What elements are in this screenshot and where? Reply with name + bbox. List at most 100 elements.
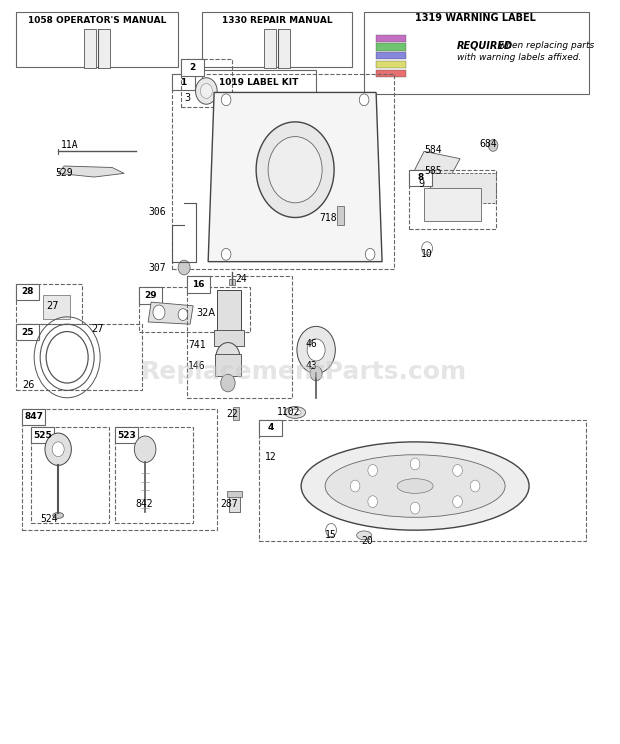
Text: 22: 22: [226, 409, 238, 419]
Circle shape: [221, 374, 235, 392]
Circle shape: [453, 496, 463, 507]
Text: 9: 9: [418, 179, 424, 190]
Text: 718: 718: [319, 213, 337, 222]
Ellipse shape: [53, 513, 64, 519]
Text: 1319 WARNING LABEL: 1319 WARNING LABEL: [415, 13, 536, 23]
Circle shape: [178, 309, 188, 321]
Text: 1: 1: [180, 77, 187, 86]
Bar: [172, 74, 394, 269]
Circle shape: [410, 502, 420, 514]
Text: 32A: 32A: [196, 308, 215, 318]
Circle shape: [178, 260, 190, 275]
Text: 27: 27: [46, 301, 59, 311]
Text: 525: 525: [33, 431, 52, 440]
Bar: [259, 420, 282, 436]
Text: 12: 12: [265, 452, 277, 461]
Bar: [16, 11, 178, 67]
Circle shape: [453, 464, 463, 476]
Bar: [181, 60, 204, 76]
Bar: [215, 353, 241, 376]
Circle shape: [195, 77, 217, 104]
Bar: [376, 52, 405, 60]
Text: 25: 25: [21, 328, 34, 337]
Text: 3: 3: [184, 92, 190, 103]
Text: 20: 20: [361, 536, 373, 546]
Circle shape: [365, 248, 375, 260]
Bar: [202, 11, 352, 67]
Bar: [228, 491, 242, 497]
Bar: [229, 279, 235, 285]
Text: 27: 27: [91, 324, 104, 334]
Circle shape: [410, 458, 420, 470]
Bar: [424, 188, 481, 221]
Text: 287: 287: [220, 499, 237, 510]
Text: 8: 8: [417, 173, 423, 182]
Text: 1330 REPAIR MANUAL: 1330 REPAIR MANUAL: [222, 16, 332, 25]
Bar: [16, 283, 39, 300]
Text: 842: 842: [135, 499, 153, 510]
Bar: [139, 287, 250, 332]
Text: 16: 16: [192, 280, 205, 289]
Bar: [16, 283, 82, 324]
Text: 24: 24: [235, 274, 247, 283]
Circle shape: [52, 442, 64, 457]
Circle shape: [45, 433, 71, 466]
Text: with warning labels affixed.: with warning labels affixed.: [457, 54, 582, 62]
Bar: [172, 74, 195, 90]
Bar: [187, 276, 292, 398]
Ellipse shape: [285, 406, 306, 418]
Bar: [31, 427, 54, 443]
Bar: [409, 170, 496, 228]
Bar: [278, 29, 290, 68]
Bar: [31, 427, 109, 523]
Text: 585: 585: [424, 166, 441, 176]
Bar: [364, 11, 589, 94]
Circle shape: [350, 480, 360, 492]
Text: 307: 307: [148, 263, 166, 272]
Bar: [376, 70, 405, 77]
Text: 684: 684: [479, 139, 497, 149]
Bar: [43, 295, 70, 319]
Bar: [139, 287, 162, 304]
Bar: [22, 408, 45, 425]
Bar: [229, 496, 240, 512]
Circle shape: [471, 480, 480, 492]
Text: 1019 LABEL KIT: 1019 LABEL KIT: [219, 77, 299, 86]
Text: when replacing parts: when replacing parts: [496, 41, 595, 50]
Circle shape: [135, 436, 156, 463]
Text: 4: 4: [267, 423, 273, 432]
Text: 741: 741: [188, 340, 206, 350]
Text: 46: 46: [305, 339, 317, 349]
Text: 26: 26: [22, 379, 35, 390]
Ellipse shape: [301, 442, 529, 530]
Text: 2: 2: [190, 63, 196, 72]
Bar: [264, 29, 276, 68]
Bar: [16, 324, 142, 391]
Bar: [337, 207, 344, 225]
Bar: [376, 43, 405, 51]
Polygon shape: [430, 173, 496, 203]
Ellipse shape: [356, 531, 371, 539]
Bar: [187, 276, 210, 292]
Circle shape: [368, 464, 378, 476]
Polygon shape: [412, 151, 460, 181]
Text: 43: 43: [305, 361, 317, 371]
Polygon shape: [58, 166, 124, 177]
Ellipse shape: [325, 455, 505, 517]
Text: 11A: 11A: [61, 141, 79, 150]
Text: 146: 146: [188, 361, 206, 371]
Text: 529: 529: [55, 168, 73, 179]
Circle shape: [489, 140, 498, 151]
Polygon shape: [208, 92, 382, 262]
Circle shape: [221, 248, 231, 260]
Bar: [22, 408, 217, 530]
Polygon shape: [148, 302, 193, 324]
Circle shape: [297, 327, 335, 373]
Text: 847: 847: [24, 412, 43, 421]
Bar: [16, 324, 39, 340]
Text: REQUIRED: REQUIRED: [457, 40, 513, 51]
Bar: [376, 61, 405, 68]
Text: 584: 584: [424, 145, 441, 155]
Text: 1102: 1102: [277, 408, 301, 417]
Text: 29: 29: [144, 291, 157, 300]
